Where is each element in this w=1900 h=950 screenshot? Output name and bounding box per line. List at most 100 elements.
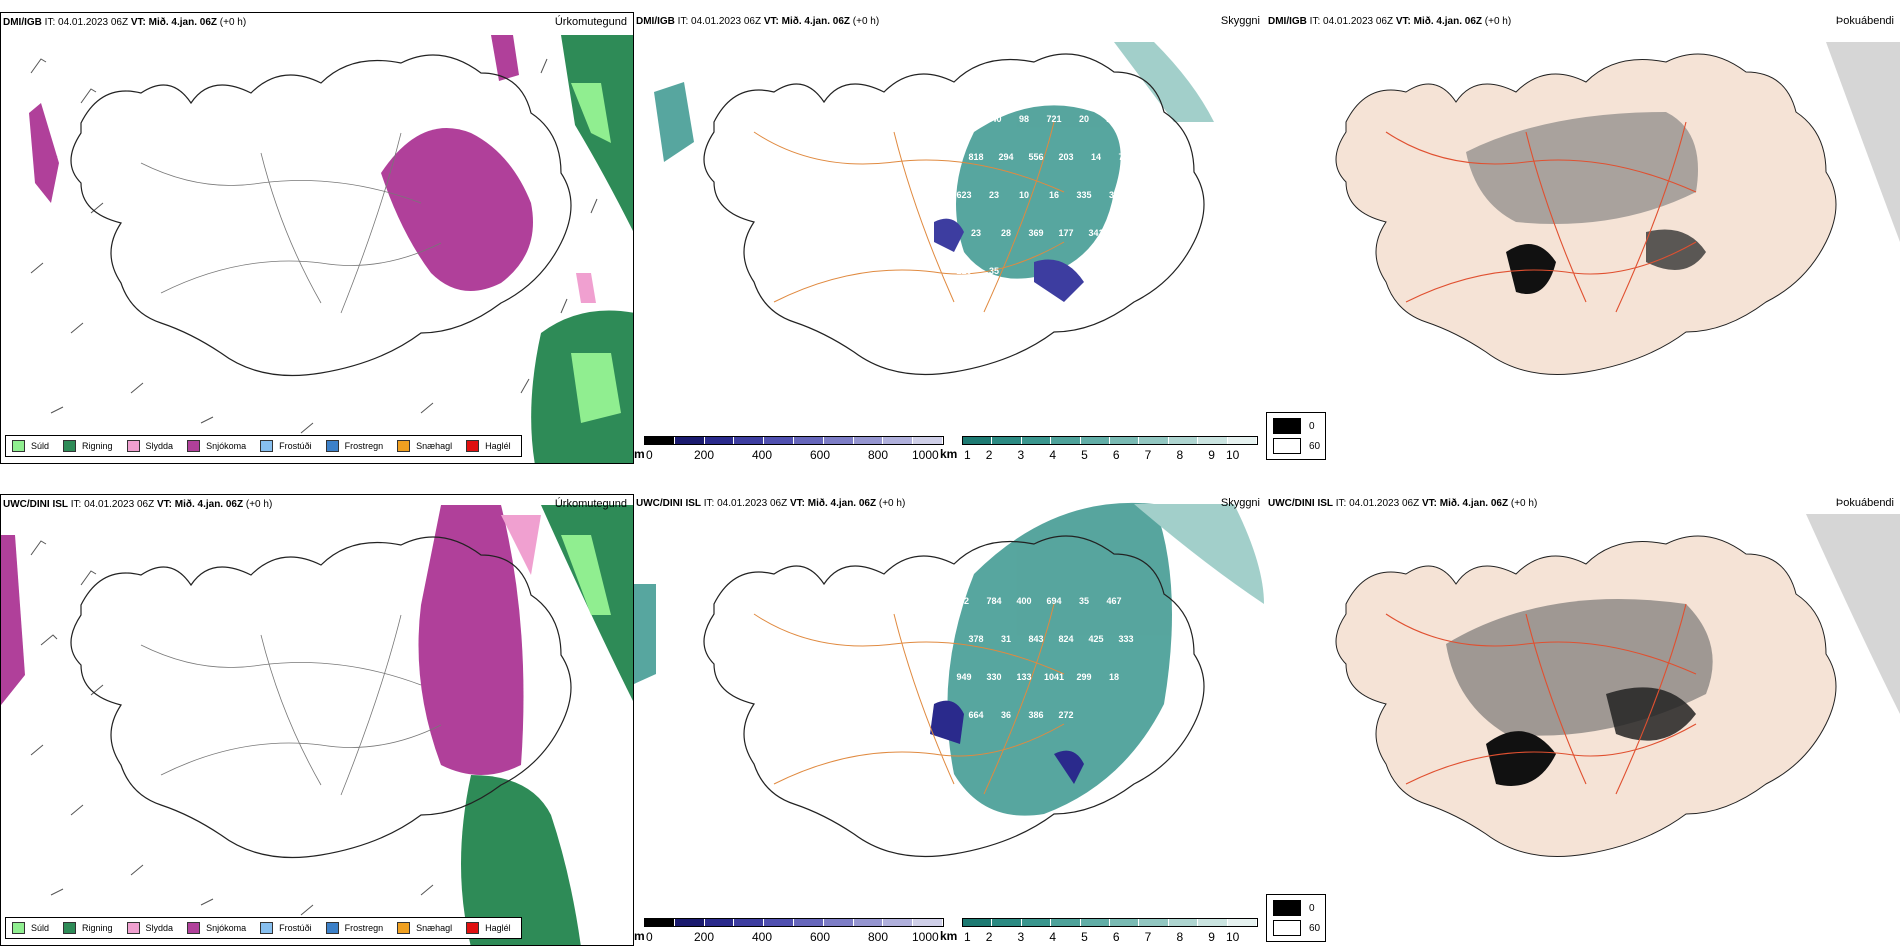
iceland-outline	[703, 53, 1205, 376]
legend-swatch	[325, 922, 339, 934]
colorbar-segment	[1051, 919, 1081, 926]
iceland-outline	[70, 536, 572, 859]
iceland-outline	[70, 54, 572, 377]
cloud-top-label: 227	[1106, 114, 1121, 124]
legend-item: Snjókoma	[187, 922, 246, 934]
legend-item: Rigning	[63, 922, 113, 934]
colorbar-segment	[1021, 919, 1052, 926]
cloud-top-label: 34	[1109, 190, 1119, 200]
visibility-areas	[634, 502, 1264, 816]
road-network	[1385, 603, 1697, 795]
cloud-top-label: 664	[968, 710, 983, 720]
scale-tick-label: 200	[694, 930, 715, 944]
cloud-top-label: 10	[1019, 190, 1029, 200]
road-network	[753, 121, 1065, 313]
visibility-colorbar	[962, 436, 1258, 445]
fog-index-areas	[1446, 514, 1900, 786]
legend-item: Súld	[12, 440, 49, 452]
height-areas	[934, 218, 1084, 302]
colorbar-segment	[823, 919, 854, 926]
cloud-top-labels: 722 240 98 721 20 227 818 294 556 203 14 729 623 23 10…	[956, 114, 1133, 276]
fog-map-dmi	[1335, 42, 1900, 375]
cloud-top-label: 36	[1001, 710, 1011, 720]
colorbar-segment	[853, 919, 884, 926]
colorbar-segment	[764, 437, 794, 444]
legend-item: Snæhagl	[397, 922, 452, 934]
scale-tick-label: 2	[985, 930, 993, 944]
legend-swatch	[12, 922, 25, 934]
legend-item: Frostúði	[260, 922, 312, 934]
iceland-outline	[703, 535, 1205, 858]
visibility-unit: km	[940, 447, 958, 461]
cloud-map-uwc: 82 784 400 694 35 467 378 31 843 824 425 333 949 330 1…	[634, 502, 1264, 858]
legend-item: Slydda	[126, 922, 173, 934]
cloud-top-label: 694	[1046, 596, 1061, 606]
scale-tick-label: 7	[1144, 930, 1152, 944]
colorbar-segment	[913, 919, 943, 926]
legend-swatch	[63, 922, 77, 934]
cloud-top-label: 98	[1019, 114, 1029, 124]
cloud-top-label: 23	[989, 190, 999, 200]
colorbar-segment	[793, 919, 824, 926]
scale-tick-label: 1000	[912, 448, 939, 462]
fog-legend: 0 60	[1266, 894, 1326, 942]
legend-swatch	[187, 440, 201, 452]
colorbar-segment	[963, 919, 993, 926]
height-colorbar	[644, 436, 944, 445]
colorbar-segment	[853, 437, 884, 444]
cloud-top-label: 824	[1058, 634, 1073, 644]
height-scale: m 0 200 400 600 800 1000	[634, 918, 944, 946]
panel-title-cloud: Skyggni	[1220, 15, 1260, 27]
road-network	[140, 614, 442, 796]
legend-swatch	[126, 440, 140, 452]
cloud-top-label: 203	[1058, 152, 1073, 162]
fog-legend-row: 0	[1273, 900, 1315, 916]
header-dmi-fog: DMI/IGB IT: 04.01.2023 06Z VT: Mið. 4.ja…	[1268, 16, 1512, 27]
precip-panel-uwc: UWC/DINI ISL IT: 04.01.2023 06Z VT: Mið.…	[0, 494, 634, 946]
cloud-top-label: 556	[1028, 152, 1043, 162]
scale-tick-label: 6	[1112, 930, 1120, 944]
colorbar-segment	[793, 437, 824, 444]
legend-swatch	[12, 440, 25, 452]
cloud-top-label: 722	[956, 114, 971, 124]
legend-item: Snæhagl	[397, 440, 452, 452]
colorbar-segment	[734, 437, 765, 444]
colorbar-segment	[1110, 919, 1140, 926]
model-name: DMI/IGB	[3, 17, 42, 28]
scale-tick-label: 10	[1226, 448, 1240, 462]
colorbar-segment	[1198, 437, 1228, 444]
scale-tick-label: 3	[1017, 448, 1025, 462]
cloud-top-label: 177	[1058, 228, 1073, 238]
fog-legend-row: 0	[1273, 418, 1315, 434]
precip-snow-areas	[29, 35, 533, 291]
scale-tick-label: 800	[868, 930, 889, 944]
cloud-top-label: 299	[1076, 672, 1091, 682]
scale-tick-label: 400	[752, 448, 773, 462]
legend-item: Slydda	[126, 440, 173, 452]
colorbar-segment	[963, 437, 993, 444]
fog-legend: 0 60	[1266, 412, 1326, 460]
legend-swatch	[397, 922, 411, 934]
legend-item: Rigning	[63, 440, 113, 452]
scale-tick-label: 2	[985, 448, 993, 462]
legend-item: Haglél	[466, 922, 511, 934]
colorbar-segment	[823, 437, 854, 444]
legend-swatch	[466, 922, 480, 934]
precip-rain-areas	[531, 35, 633, 463]
colorbar-segment	[704, 919, 735, 926]
cloud-top-label: 333	[1118, 634, 1133, 644]
scale-tick-label: 200	[694, 448, 715, 462]
cloud-top-label: 14	[1091, 152, 1101, 162]
road-network	[753, 603, 1065, 795]
colorbar-segment	[1080, 919, 1111, 926]
cloud-panel-uwc: 82 784 400 694 35 467 378 31 843 824 425 333 949 330 1…	[634, 494, 1266, 946]
legend-item: Snjókoma	[187, 440, 246, 452]
fog-panel-dmi: DMI/IGB IT: 04.01.2023 06Z VT: Mið. 4.ja…	[1266, 12, 1900, 464]
cloud-top-label: 20	[1079, 114, 1089, 124]
colorbar-segment	[1198, 919, 1228, 926]
cloud-top-label: 843	[1028, 634, 1043, 644]
legend-swatch	[325, 440, 339, 452]
precip-snow-areas	[1, 505, 524, 775]
legend-swatch	[260, 440, 274, 452]
cloud-top-label: 425	[1088, 634, 1103, 644]
